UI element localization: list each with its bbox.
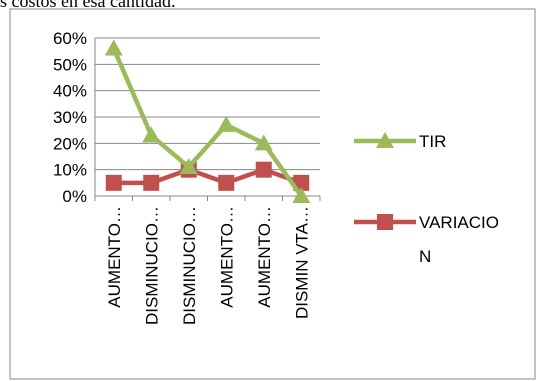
data-point — [104, 39, 123, 56]
data-point — [179, 158, 198, 175]
legend-item-tir: TIR — [354, 132, 446, 151]
x-tick-label: AUMENTO… — [217, 206, 236, 308]
legend-marker — [377, 214, 393, 230]
y-tick-label: 40% — [53, 82, 87, 101]
data-point — [142, 126, 161, 143]
y-axis: 0% 10% 20% 30% 40% 50% 60% — [53, 29, 96, 206]
legend-item-variacion: VARIACIO N — [354, 213, 499, 266]
x-axis: AUMENTO… DISMINUCIO… DISMINUCIO… AUMENTO… AU… — [94, 195, 321, 325]
y-tick-label: 20% — [53, 134, 87, 153]
data-point — [255, 161, 272, 178]
y-tick-label: 60% — [53, 29, 87, 48]
x-tick-label: DISMINUCIO… — [142, 206, 161, 325]
legend: TIR VARIACIO N — [354, 132, 499, 266]
data-point — [217, 115, 236, 132]
series-line — [111, 47, 304, 198]
legend-label: VARIACIO — [419, 213, 499, 232]
y-tick-label: 0% — [62, 187, 87, 206]
y-tick-label: 50% — [53, 55, 87, 74]
data-point — [143, 174, 160, 191]
legend-label: TIR — [419, 132, 446, 151]
x-tick-label: AUMENTO… — [255, 206, 274, 308]
x-tick-label: DISMIN VTA… — [292, 206, 311, 319]
x-tick-label: DISMINUCIO… — [180, 206, 199, 325]
data-point — [218, 174, 235, 191]
x-tick-label: AUMENTO… — [105, 206, 124, 308]
legend-marker — [376, 132, 394, 148]
chart-frame — [9, 8, 536, 380]
legend-label: N — [419, 247, 431, 266]
y-tick-label: 10% — [53, 161, 87, 180]
data-point — [254, 134, 273, 151]
header-text: s costos en esa cantidad. — [0, 0, 176, 11]
series-tir — [104, 39, 311, 203]
series-line — [113, 167, 302, 186]
series-layer — [104, 39, 311, 203]
data-point — [105, 174, 122, 191]
data-point — [292, 187, 311, 203]
y-tick-label: 30% — [53, 108, 87, 127]
